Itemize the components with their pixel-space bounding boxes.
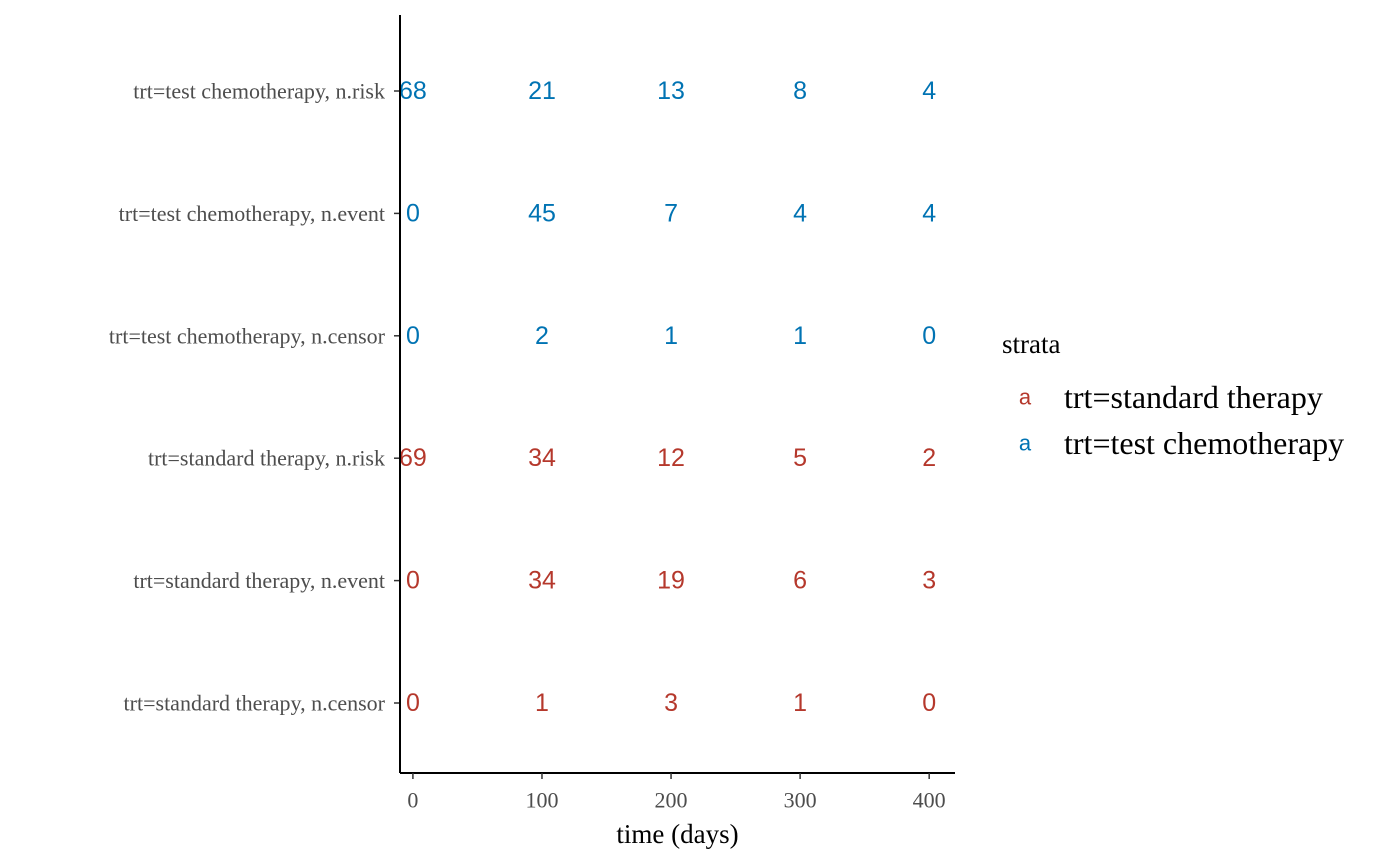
y-tick-label: trt=test chemotherapy, n.risk xyxy=(133,79,385,104)
table-cell-value: 1 xyxy=(535,689,549,717)
table-cell-value: 34 xyxy=(528,567,556,595)
table-cell-value: 45 xyxy=(528,199,556,227)
x-tick-label: 300 xyxy=(784,788,817,813)
table-cell-value: 6 xyxy=(793,567,807,595)
x-tick-label: 100 xyxy=(525,788,558,813)
y-tick-label: trt=test chemotherapy, n.event xyxy=(119,201,385,226)
table-cell-value: 1 xyxy=(793,689,807,717)
table-cell-value: 8 xyxy=(793,77,807,105)
table-cell-value: 4 xyxy=(922,77,936,105)
legend: strata a trt=standard therapy a trt=test ch… xyxy=(1002,329,1344,461)
x-tick-label: 0 xyxy=(407,788,418,813)
table-cell-value: 34 xyxy=(528,444,556,472)
table-cell-value: 2 xyxy=(535,322,549,350)
table-cell-value: 0 xyxy=(922,322,936,350)
axes xyxy=(399,15,955,774)
table-cell-value: 19 xyxy=(657,567,685,595)
legend-entry-label: trt=test chemotherapy xyxy=(1064,425,1344,461)
x-tick-label: 200 xyxy=(655,788,688,813)
table-cell-value: 0 xyxy=(406,322,420,350)
legend-key-glyph: a xyxy=(1019,385,1032,410)
table-cell-value: 0 xyxy=(922,689,936,717)
y-tick-labels: trt=test chemotherapy, n.risk trt=test ch… xyxy=(109,79,400,716)
table-cell-value: 2 xyxy=(922,444,936,472)
x-ticks: 0 100 200 300 400 xyxy=(407,773,946,813)
table-cell-value: 0 xyxy=(406,689,420,717)
table-cell-value: 0 xyxy=(406,567,420,595)
legend-entry-label: trt=standard therapy xyxy=(1064,379,1323,415)
y-tick-label: trt=standard therapy, n.risk xyxy=(148,446,385,471)
table-cell-value: 7 xyxy=(664,199,678,227)
table-cell-value: 0 xyxy=(406,199,420,227)
table-cell-value: 68 xyxy=(399,77,427,105)
table-cell-value: 4 xyxy=(793,199,807,227)
table-cell-value: 1 xyxy=(664,322,678,350)
table-cell-value: 69 xyxy=(399,444,427,472)
y-tick-label: trt=standard therapy, n.event xyxy=(133,568,385,593)
x-tick-label: 400 xyxy=(913,788,946,813)
table-cell-value: 4 xyxy=(922,199,936,227)
legend-key-glyph: a xyxy=(1019,431,1032,456)
legend-title: strata xyxy=(1002,329,1060,359)
x-axis-title: time (days) xyxy=(616,819,738,849)
table-cell-value: 5 xyxy=(793,444,807,472)
table-cell-value: 13 xyxy=(657,77,685,105)
table-cell-value: 21 xyxy=(528,77,556,105)
table-cell-value: 12 xyxy=(657,444,685,472)
table-cell-value: 1 xyxy=(793,322,807,350)
y-tick-label: trt=standard therapy, n.censor xyxy=(124,691,386,716)
table-cell-value: 3 xyxy=(664,689,678,717)
y-tick-label: trt=test chemotherapy, n.censor xyxy=(109,323,386,348)
table-cells: 68 21 13 8 40 45 7 4 40 2 1 1 069 34 12 5 20 34 19 6 30 1 3 1 0 xyxy=(399,77,936,717)
table-cell-value: 3 xyxy=(922,567,936,595)
legend-entries: a trt=standard therapy a trt=test chemother… xyxy=(1019,379,1344,461)
